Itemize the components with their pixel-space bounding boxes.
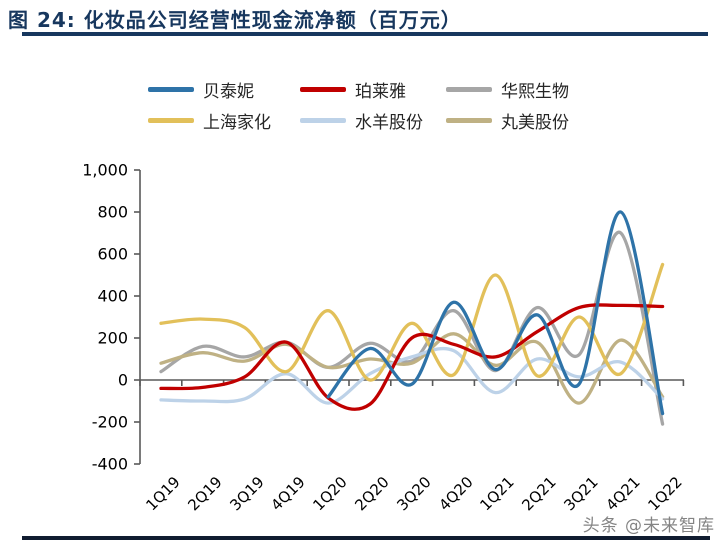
legend-item-2: 华熙生物 (446, 74, 592, 105)
legend-item-3: 上海家化 (148, 105, 300, 136)
bottom-rule (22, 536, 710, 540)
legend-label: 华熙生物 (501, 82, 569, 102)
legend-label: 上海家化 (203, 113, 271, 133)
y-tick-label: 0 (117, 370, 128, 390)
legend-marker-icon (148, 87, 194, 92)
legend-item-5: 丸美股份 (446, 105, 592, 136)
legend-marker-icon (300, 87, 346, 92)
series-line-丸美股份 (159, 332, 665, 405)
legend-marker-icon (300, 118, 346, 123)
y-tick-label: -200 (91, 412, 128, 432)
legend-marker-icon (446, 118, 492, 123)
series-line-贝泰妮 (326, 210, 665, 416)
y-tick-label: 200 (97, 328, 128, 348)
legend-label: 贝泰妮 (203, 82, 254, 102)
legend-label: 珀莱雅 (355, 82, 406, 102)
legend-marker-icon (446, 87, 492, 92)
legend-label: 水羊股份 (355, 113, 423, 133)
series-line-水羊股份 (159, 346, 665, 405)
y-tick-label: 800 (97, 202, 128, 222)
legend-item-4: 水羊股份 (300, 105, 446, 136)
legend-label: 丸美股份 (501, 113, 569, 133)
series-line-珀莱雅 (159, 303, 665, 411)
legend-item-0: 贝泰妮 (148, 74, 300, 105)
legend-marker-icon (148, 118, 194, 123)
figure-title: 图 24: 化妆品公司经营性现金流净额（百万元） (8, 8, 462, 32)
y-tick-label: 400 (97, 286, 128, 306)
y-tick-label: 1,000 (82, 160, 128, 180)
title-rule (22, 32, 708, 36)
chart-legend: 贝泰妮 珀莱雅 华熙生物上海家化 水羊股份 丸美股份 (148, 74, 618, 136)
y-tick-label: -400 (91, 454, 128, 474)
watermark: 头条 @未来智库 (582, 516, 715, 536)
y-tick-label: 600 (97, 244, 128, 264)
legend-item-1: 珀莱雅 (300, 74, 446, 105)
series-line-上海家化 (159, 262, 665, 382)
